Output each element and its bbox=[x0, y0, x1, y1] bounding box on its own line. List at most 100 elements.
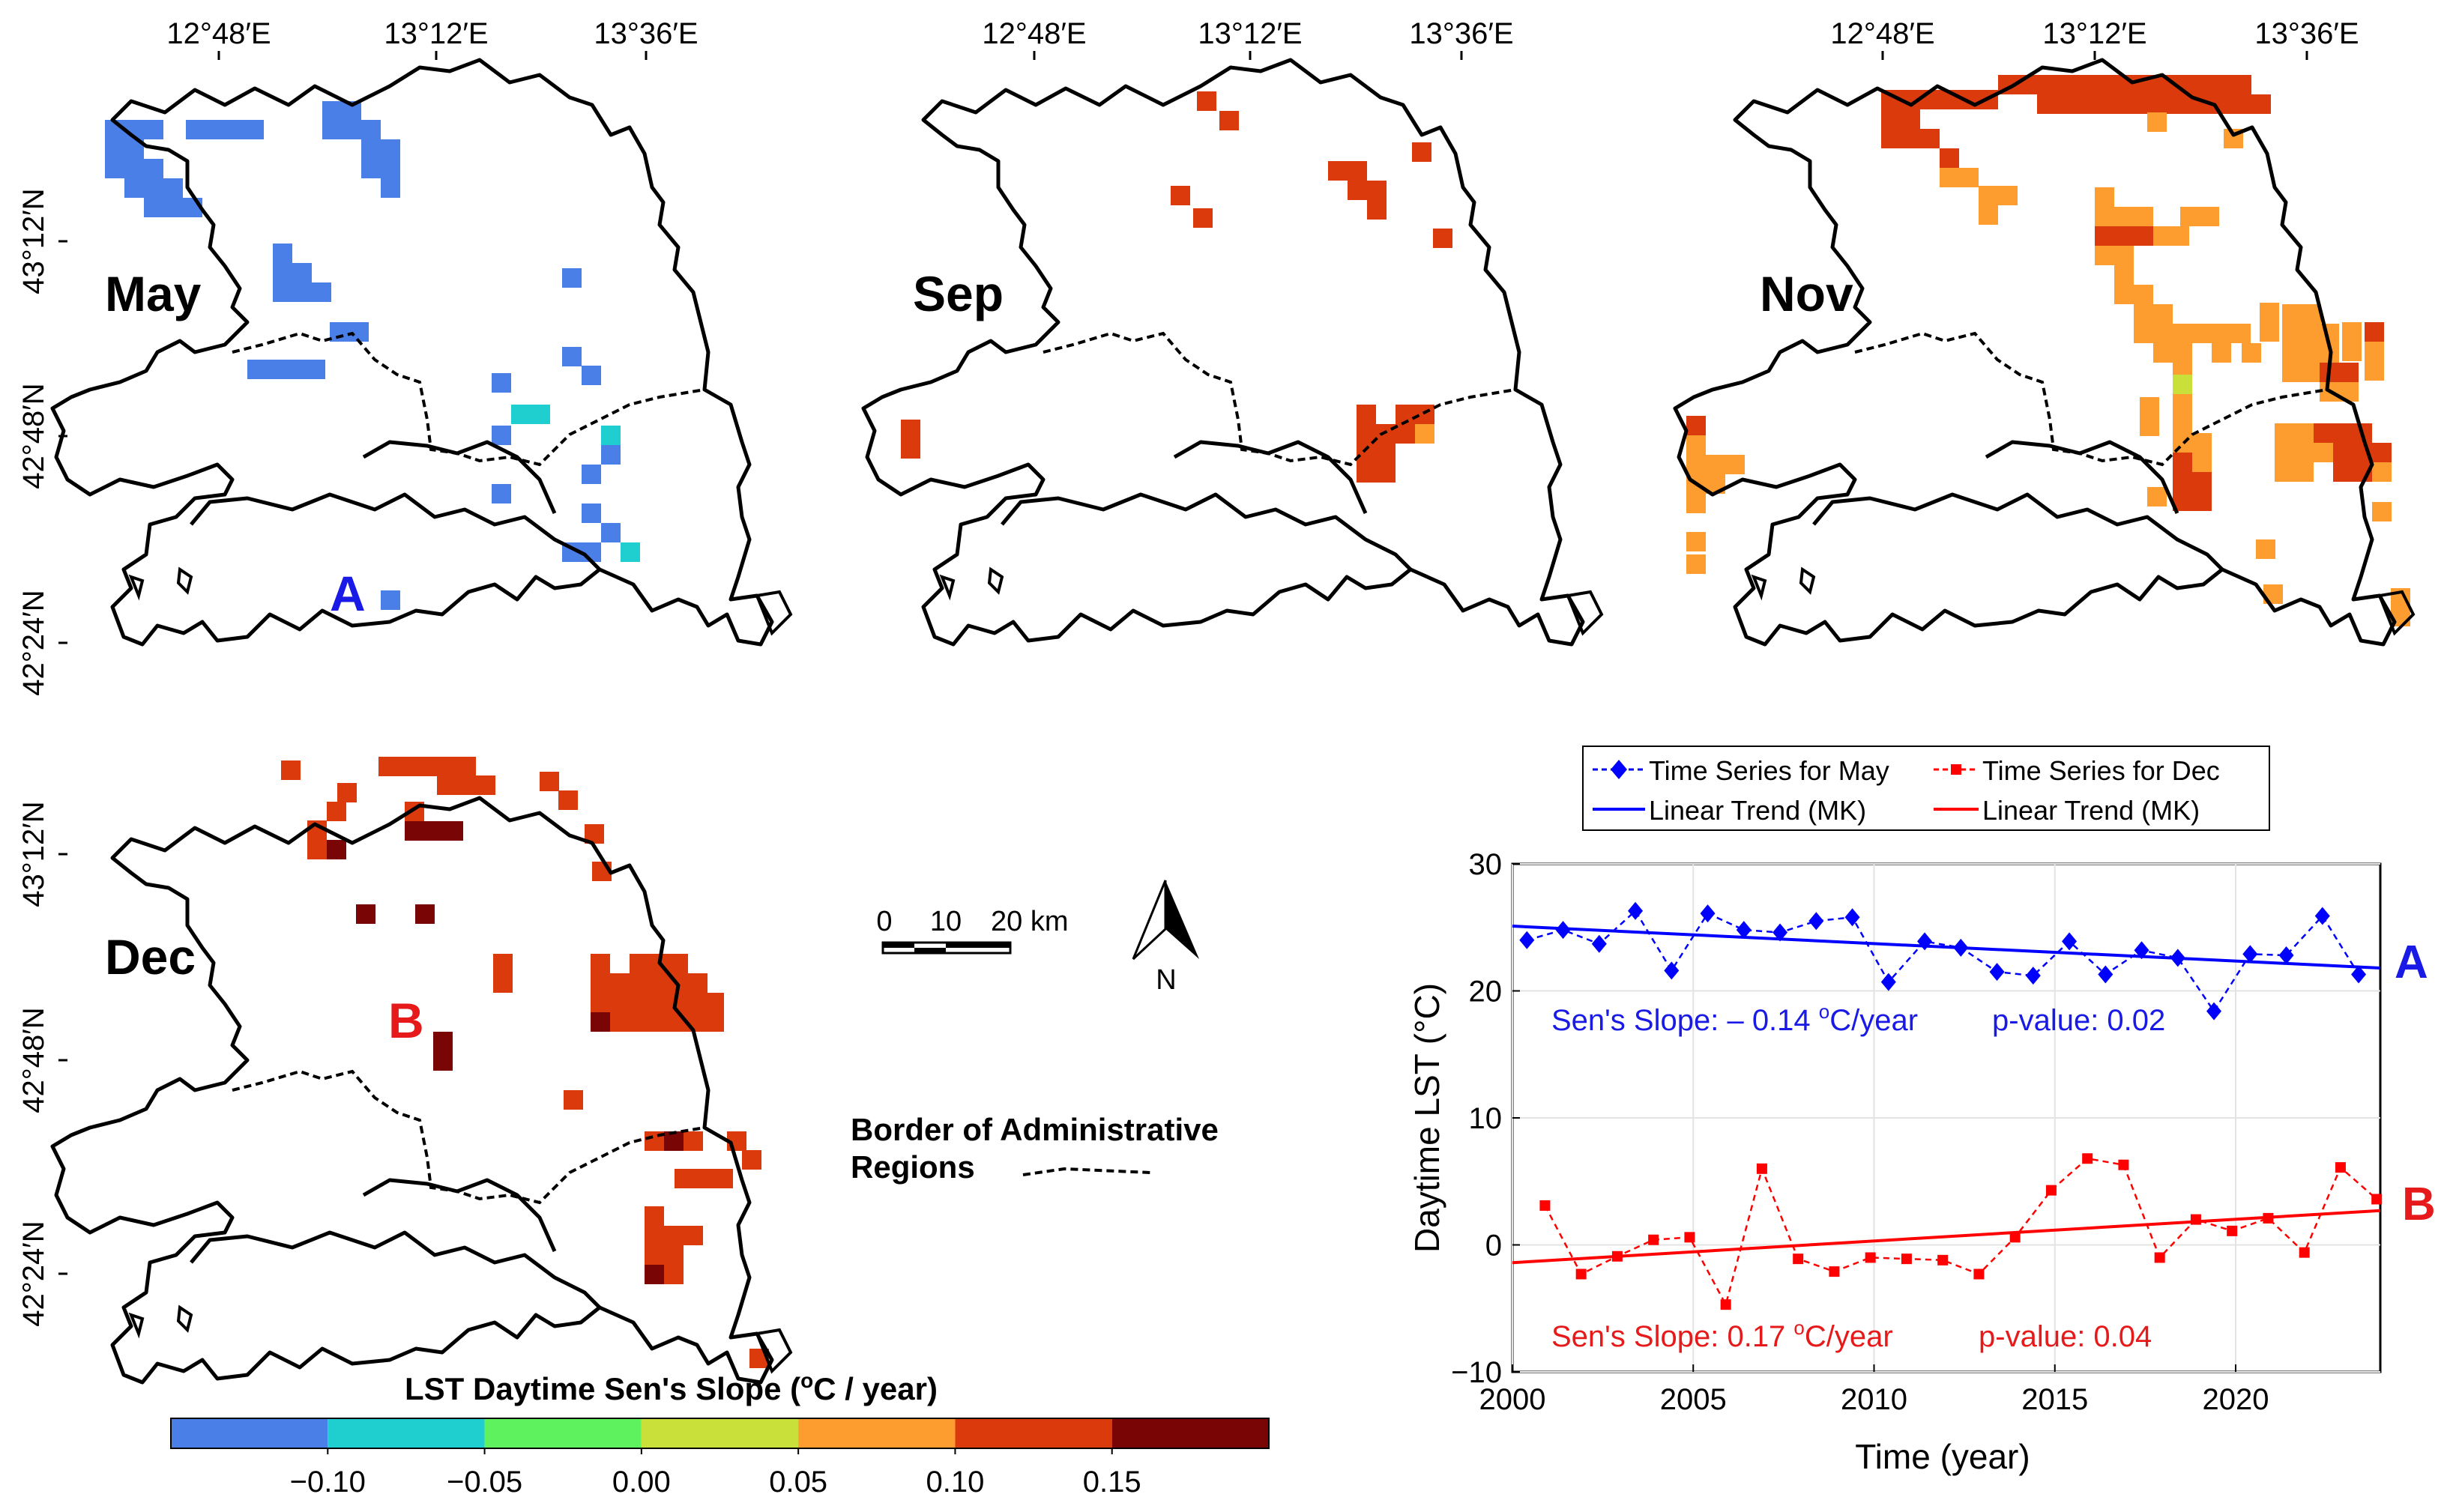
map-cell bbox=[244, 120, 264, 139]
map-cell bbox=[2057, 94, 2076, 114]
map-cell bbox=[2372, 443, 2392, 462]
map-cell bbox=[684, 1131, 703, 1151]
map-cell bbox=[456, 775, 476, 795]
map-cell bbox=[630, 973, 649, 993]
map-cell bbox=[1357, 405, 1376, 424]
data-point bbox=[1684, 1232, 1695, 1243]
map-cell bbox=[564, 1090, 583, 1110]
trend-line bbox=[1512, 925, 2381, 970]
x-tick-label: 2015 bbox=[2021, 1383, 2088, 1416]
map-cell bbox=[2057, 75, 2076, 94]
region-outline-may bbox=[52, 60, 791, 644]
map-cell bbox=[601, 523, 621, 542]
north-arrow: N bbox=[1132, 880, 1199, 996]
data-point bbox=[2062, 932, 2078, 951]
chart-series bbox=[1512, 901, 2383, 1310]
chart-label-b: B bbox=[2402, 1179, 2436, 1230]
colorbar-cell bbox=[328, 1418, 485, 1448]
map-cell bbox=[2231, 324, 2251, 343]
map-cell bbox=[247, 360, 267, 379]
map-cell bbox=[2232, 94, 2251, 114]
map-cell bbox=[1357, 444, 1376, 463]
map-cell bbox=[2173, 375, 2192, 394]
y-tick-label: 30 bbox=[1469, 848, 1503, 881]
map-cell bbox=[562, 347, 582, 366]
map-cell bbox=[2115, 94, 2134, 114]
map-cell bbox=[1920, 129, 1940, 148]
map-cell bbox=[2232, 75, 2251, 94]
map-cell bbox=[610, 973, 630, 993]
data-point bbox=[1844, 908, 1860, 927]
map-cell bbox=[205, 120, 225, 139]
map-cell bbox=[2192, 492, 2212, 511]
map-cell bbox=[1901, 129, 1920, 148]
chart-axes: 2000 2005 2010 2015 2020 −10 0 10 20 30 bbox=[1451, 848, 2269, 1416]
data-point bbox=[2227, 1225, 2238, 1236]
map-cell bbox=[645, 1206, 664, 1226]
x-tick-label: 2010 bbox=[1841, 1383, 1907, 1416]
map-cell bbox=[2302, 324, 2321, 343]
map-cell bbox=[1415, 424, 1434, 444]
map-label-may: May bbox=[105, 266, 202, 321]
map-cell bbox=[649, 973, 669, 993]
data-point bbox=[1539, 1200, 1551, 1211]
map-panel-nov bbox=[1675, 60, 2413, 644]
map-cell bbox=[2342, 342, 2362, 361]
legend-entry: Time Series for Dec bbox=[1982, 755, 2220, 786]
map-cell bbox=[630, 993, 649, 1012]
data-point bbox=[2098, 965, 2113, 984]
map-cell bbox=[2134, 94, 2154, 114]
map-cell bbox=[649, 993, 669, 1012]
map-cell bbox=[327, 802, 346, 821]
map-cell bbox=[2365, 342, 2384, 361]
map-cell bbox=[610, 993, 630, 1012]
lon-tick: 13°36′E bbox=[1409, 17, 1513, 50]
map-cell bbox=[2294, 423, 2314, 443]
data-point bbox=[1901, 1254, 1912, 1265]
colorbar-tick-label: 0.15 bbox=[1083, 1466, 1141, 1499]
map-cell bbox=[1686, 416, 1706, 435]
map-cell bbox=[330, 322, 349, 342]
map-panel-may bbox=[52, 60, 791, 644]
colorbar-tick-label: 0.10 bbox=[926, 1466, 984, 1499]
map-cell bbox=[2260, 322, 2279, 342]
map-cell bbox=[2333, 443, 2353, 462]
map-cell bbox=[562, 268, 582, 288]
top-ticks-nov: 12°48′E 13°12′E 13°36′E bbox=[1830, 17, 2359, 60]
map-cell bbox=[144, 120, 163, 139]
map-cell bbox=[1686, 554, 1706, 574]
chart-grid bbox=[1512, 863, 2380, 1373]
lon-tick: 13°12′E bbox=[2042, 17, 2146, 50]
map-cell bbox=[2114, 207, 2134, 226]
region-outline-sep bbox=[863, 60, 1602, 644]
map-cell bbox=[591, 1012, 610, 1032]
map-cell bbox=[669, 954, 688, 973]
data-point bbox=[1664, 961, 1680, 980]
x-tick-label: 2020 bbox=[2203, 1383, 2269, 1416]
lat-tick: 42°24′N bbox=[17, 590, 50, 695]
y-tick-label: −10 bbox=[1451, 1356, 1502, 1389]
data-point bbox=[1973, 1268, 1985, 1280]
map-cell bbox=[2153, 343, 2173, 363]
lat-tick: 42°48′N bbox=[17, 1007, 50, 1113]
map-cell bbox=[476, 775, 495, 795]
annotation-dec-p: p-value: 0.04 bbox=[1979, 1320, 2152, 1353]
map-cell bbox=[2153, 324, 2173, 343]
data-point bbox=[1756, 1163, 1767, 1174]
map-cell bbox=[2294, 462, 2314, 482]
map-cell bbox=[582, 504, 601, 523]
map-cell bbox=[1979, 186, 1998, 205]
map-cell bbox=[1686, 455, 1706, 474]
map-cell bbox=[901, 420, 920, 439]
map-cell bbox=[1686, 435, 1706, 455]
map-cell bbox=[361, 120, 381, 139]
map-cell bbox=[306, 360, 325, 379]
map-label-dec: Dec bbox=[105, 929, 196, 985]
map-cell bbox=[591, 993, 610, 1012]
map-cell bbox=[286, 360, 306, 379]
map-cell bbox=[2192, 324, 2212, 343]
map-cell bbox=[444, 821, 463, 841]
map-cell bbox=[2096, 94, 2115, 114]
map-cell bbox=[361, 139, 381, 159]
